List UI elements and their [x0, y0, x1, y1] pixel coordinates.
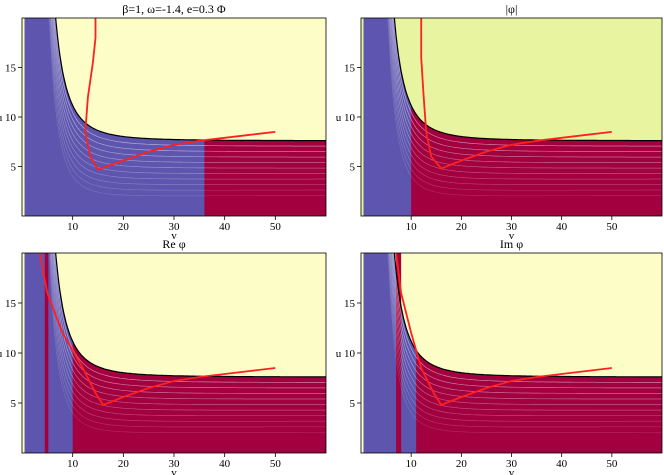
contour-line — [53, 253, 326, 389]
x-tick-label: 50 — [270, 458, 282, 470]
contour-line — [50, 253, 326, 422]
contour-line — [53, 18, 326, 158]
boundary-line — [393, 18, 662, 142]
x-tick-label: 50 — [606, 221, 618, 233]
x-tick-label: 10 — [67, 221, 79, 233]
x-tick-label: 50 — [270, 221, 282, 233]
x-tick-label: 30 — [169, 458, 181, 470]
y-tick-label: 15 — [344, 298, 356, 310]
x-tick-label: 50 — [606, 458, 618, 470]
y-tick-label: 5 — [350, 162, 356, 174]
x-tick-label: 40 — [556, 458, 568, 470]
x-tick-label: 40 — [219, 221, 231, 233]
red-curve — [38, 253, 276, 407]
contour-line — [52, 253, 326, 400]
y-tick-label: 15 — [5, 63, 17, 75]
y-tick-label: 5 — [350, 398, 356, 410]
y-tick-label: 15 — [344, 63, 356, 75]
contour-line — [49, 253, 326, 428]
contour-line — [388, 253, 662, 422]
contour-line — [50, 18, 326, 174]
red-curve — [420, 18, 612, 170]
panel-title: Im φ — [500, 237, 523, 251]
x-tick-label: 40 — [556, 221, 568, 233]
contour-line — [49, 18, 326, 191]
high-strip-0 — [396, 253, 402, 453]
x-tick-label: 20 — [118, 221, 130, 233]
contour-line — [389, 18, 662, 180]
panel-4: 10 20 30 40 50 5 15 u 10 v Im φ — [336, 237, 663, 475]
y-axis-label: u 10 — [0, 348, 17, 360]
x-tick-label: 20 — [118, 458, 130, 470]
high-region-1 — [72, 341, 326, 453]
contour-line — [48, 253, 326, 433]
x-tick-label: 40 — [219, 458, 231, 470]
red-curve — [84, 18, 276, 171]
contour-line — [387, 253, 662, 433]
red-curve — [395, 253, 612, 407]
contour-line — [390, 18, 662, 169]
x-axis-label: v — [509, 467, 515, 475]
x-tick-label: 20 — [456, 221, 468, 233]
high-region-0 — [204, 140, 326, 216]
high-strip-0 — [44, 253, 49, 453]
contour-line — [50, 18, 326, 180]
panel-2: 10 20 30 40 50 5 15 u 10 v |φ| — [336, 2, 663, 242]
panel-3: 10 20 30 40 50 5 15 u 10 v Re φ — [0, 237, 327, 475]
contour-line — [54, 253, 326, 383]
x-tick-label: 30 — [169, 221, 181, 233]
x-axis-label: v — [171, 467, 177, 475]
y-axis-label: u 10 — [0, 112, 17, 124]
panel-1: 10 20 30 40 50 5 15 u 10 v β=1, ω=-1.4, e=0.3 Φ — [0, 2, 327, 242]
contour-line — [391, 253, 662, 400]
boundary-line — [55, 253, 326, 378]
boundary-line — [55, 18, 326, 142]
contour-line — [393, 253, 662, 383]
contour-line — [50, 253, 326, 417]
high-region-0 — [411, 105, 662, 216]
x-tick-label: 10 — [406, 458, 418, 470]
high-region-1 — [416, 350, 662, 453]
y-axis-label: u 10 — [336, 348, 356, 360]
contour-line — [389, 253, 662, 417]
y-tick-label: 15 — [5, 298, 17, 310]
contour-line — [390, 253, 662, 405]
boundary-line — [393, 253, 662, 378]
x-tick-label: 20 — [456, 458, 468, 470]
contour-line — [388, 253, 662, 428]
x-tick-label: 10 — [406, 221, 418, 233]
x-tick-label: 30 — [506, 221, 518, 233]
y-tick-label: 5 — [11, 162, 17, 174]
y-axis-label: u 10 — [336, 112, 356, 124]
contour-line — [53, 18, 326, 152]
contour-line — [389, 253, 662, 411]
contour-line — [391, 18, 662, 163]
contour-line — [51, 18, 326, 169]
contour-line — [388, 18, 662, 185]
x-axis-label: v — [509, 230, 515, 242]
contour-line — [393, 18, 662, 147]
x-axis-label: v — [171, 230, 177, 242]
contour-line — [392, 253, 662, 389]
contour-line — [387, 18, 662, 197]
contour-line — [391, 18, 662, 158]
contour-line — [48, 18, 326, 197]
contour-line — [389, 18, 662, 174]
x-tick-label: 30 — [506, 458, 518, 470]
contour-line — [388, 18, 662, 191]
x-tick-label: 10 — [67, 458, 79, 470]
contour-line — [50, 18, 326, 185]
contour-line — [54, 18, 326, 147]
contour-line — [51, 253, 326, 405]
panel-title: β=1, ω=-1.4, e=0.3 Φ — [122, 2, 226, 16]
contour-line — [50, 253, 326, 411]
y-tick-label: 5 — [11, 398, 17, 410]
panel-title: |φ| — [506, 2, 518, 16]
panel-title: Re φ — [162, 237, 185, 251]
